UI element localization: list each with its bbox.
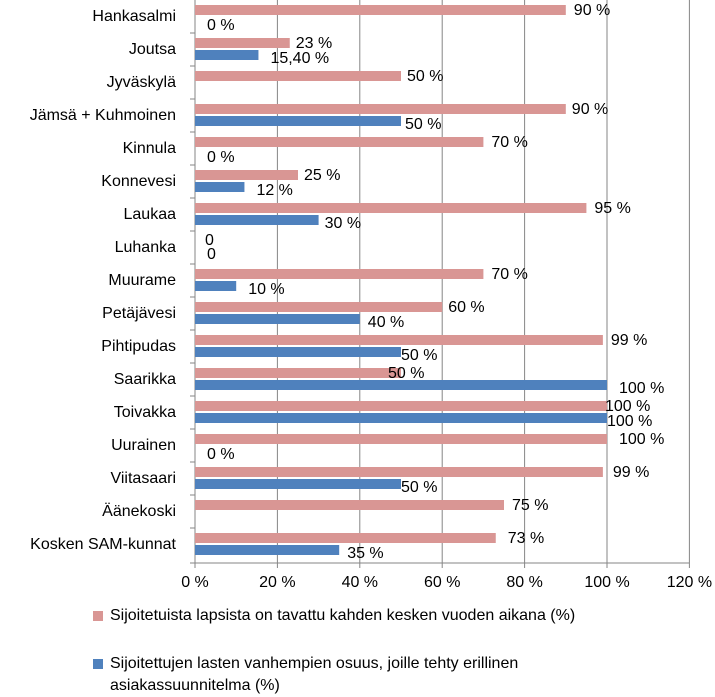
data-label-series-2: 30 % (325, 215, 361, 232)
category-label: Toivakka (114, 404, 176, 421)
category-label: Kinnula (123, 140, 176, 157)
data-label-series-2: 0 % (207, 17, 235, 34)
category-label: Konnevesi (101, 173, 176, 190)
bar-series-1 (195, 38, 290, 48)
bar-series-1 (195, 467, 603, 477)
data-label-series-1: 23 % (296, 35, 332, 52)
bar-series-2 (195, 182, 245, 192)
category-label: Viitasaari (110, 470, 176, 487)
x-tick-label: 0 % (181, 574, 209, 591)
x-tick-label: 60 % (424, 574, 460, 591)
bar-series-1 (195, 203, 587, 213)
bar-series-2 (195, 281, 237, 291)
bar-series-1 (195, 302, 443, 312)
bar-series-2 (195, 116, 401, 126)
data-label-series-1: 99 % (611, 332, 647, 349)
category-label: Hankasalmi (92, 8, 176, 25)
bar-series-2 (195, 347, 401, 357)
category-label: Jämsä + Kuhmoinen (30, 107, 176, 124)
bar-series-1 (195, 71, 401, 81)
x-tick-label: 40 % (342, 574, 378, 591)
data-label-series-1: 90 % (574, 2, 610, 19)
category-label: Petäjävesi (102, 305, 176, 322)
bar-series-1 (195, 434, 607, 444)
x-tick-label: 20 % (259, 574, 295, 591)
data-label-series-2: 100 % (619, 380, 664, 397)
category-label: Kosken SAM-kunnat (30, 536, 176, 553)
data-label-series-2: 12 % (256, 182, 292, 199)
category-label: Laukaa (124, 206, 177, 223)
bar-series-1 (195, 533, 496, 543)
category-label: Muurame (108, 272, 176, 289)
category-label: Pihtipudas (101, 338, 176, 355)
data-label-series-2: 0 % (207, 446, 235, 463)
x-tick-label: 120 % (667, 574, 712, 591)
bar-series-1 (195, 104, 566, 114)
data-label-series-1: 60 % (448, 299, 484, 316)
bar-series-2 (195, 545, 340, 555)
bar-series-1 (195, 170, 298, 180)
data-label-series-1: 73 % (508, 530, 544, 547)
bar-series-1 (195, 137, 484, 147)
data-label-series-2: 10 % (248, 281, 284, 298)
bar-series-1 (195, 368, 401, 378)
data-label-series-1: 70 % (491, 134, 527, 151)
legend-swatch-series-1 (93, 611, 103, 621)
data-label-series-1: 0 (205, 232, 214, 249)
category-label: Joutsa (129, 41, 176, 58)
category-label: Uurainen (111, 437, 176, 454)
bar-series-2 (195, 479, 401, 489)
data-label-series-1: 90 % (572, 101, 608, 118)
data-label-series-2: 40 % (368, 314, 404, 331)
category-label: Jyväskylä (107, 74, 176, 91)
data-label-series-1: 95 % (594, 200, 630, 217)
bar-series-2 (195, 380, 607, 390)
data-label-series-2: 50 % (401, 479, 437, 496)
data-label-series-1: 70 % (491, 266, 527, 283)
data-label-series-1: 100 % (619, 431, 664, 448)
data-label-series-2: 15,40 % (270, 50, 329, 67)
category-label: Äänekoski (102, 502, 176, 520)
data-label-series-1: 50 % (388, 365, 424, 382)
data-label-series-2: 50 % (405, 116, 441, 133)
legend-label-series-2: Sijoitettujen lasten vanhempien osuus, j… (110, 655, 519, 694)
bar-series-2 (195, 314, 360, 324)
legend-label-series-1: Sijoitetuista lapsista on tavattu kahden… (110, 607, 576, 624)
bar-series-2 (195, 215, 319, 225)
data-label-series-1: 100 % (605, 398, 650, 415)
bar-series-1 (195, 401, 607, 411)
x-tick-label: 100 % (584, 574, 629, 591)
data-label-series-1: 50 % (407, 68, 443, 85)
category-label: Saarikka (114, 371, 176, 388)
data-label-series-1: 75 % (512, 497, 548, 514)
x-tick-label: 80 % (506, 574, 542, 591)
data-label-series-2: 35 % (347, 545, 383, 562)
data-label-series-1: 25 % (304, 167, 340, 184)
bar-series-1 (195, 269, 484, 279)
bar-series-1 (195, 500, 504, 510)
data-label-series-2: 100 % (607, 413, 652, 430)
bar-series-2 (195, 50, 259, 60)
bar-series-1 (195, 335, 603, 345)
data-label-series-2: 50 % (401, 347, 437, 364)
data-label-series-1: 99 % (613, 464, 649, 481)
data-label-series-2: 0 (207, 246, 216, 263)
data-label-series-2: 0 % (207, 149, 235, 166)
bar-series-2 (195, 413, 607, 423)
bar-series-1 (195, 5, 566, 15)
category-label: Luhanka (115, 239, 176, 256)
legend-swatch-series-2 (93, 659, 103, 669)
